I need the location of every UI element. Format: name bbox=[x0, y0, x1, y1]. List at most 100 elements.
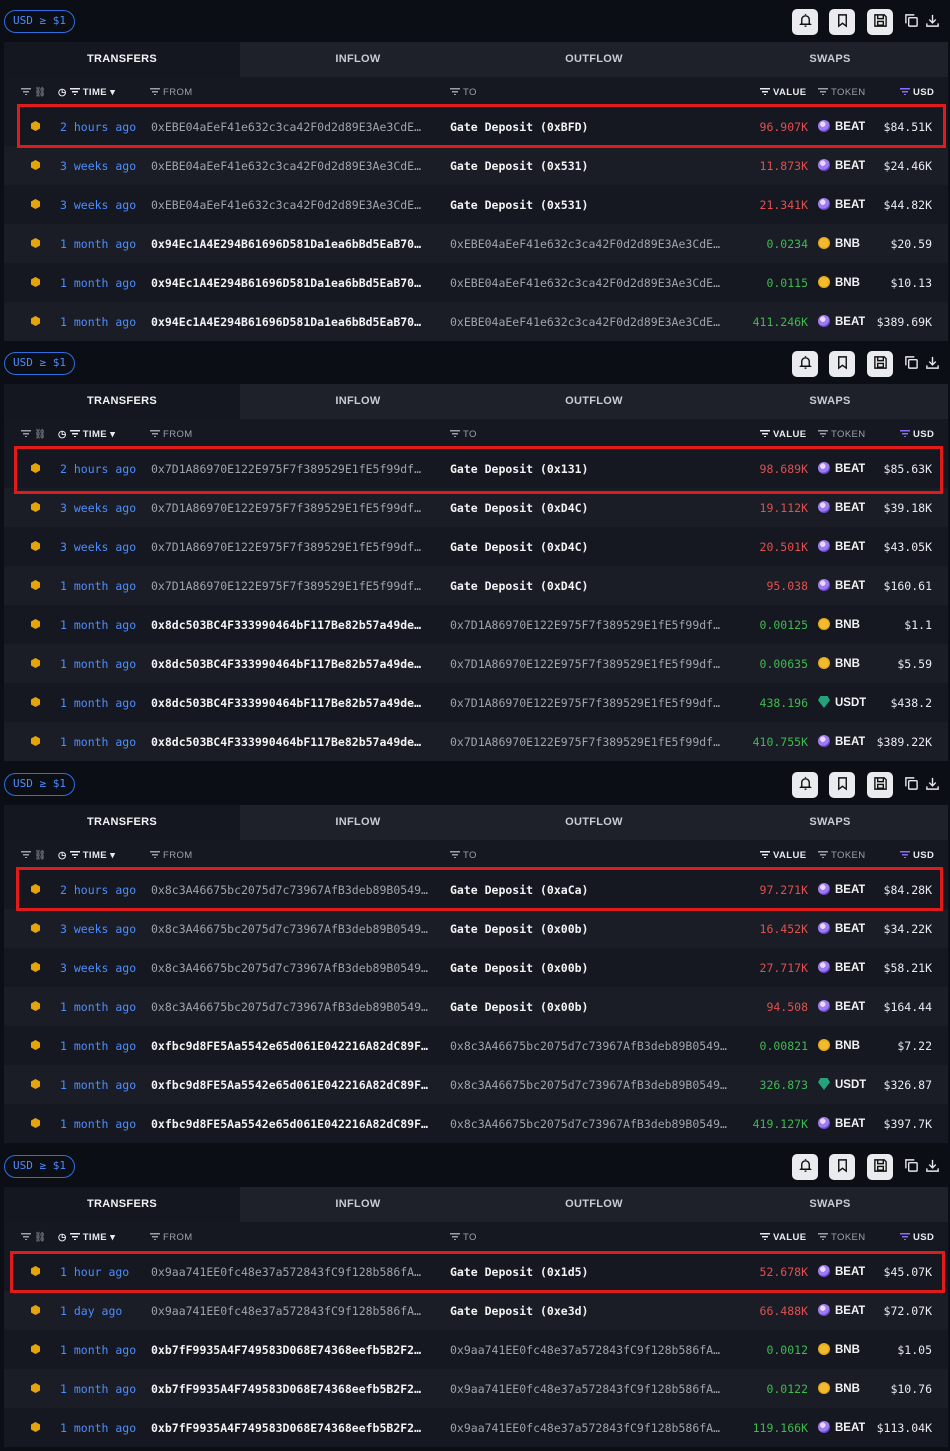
from-address[interactable]: 0xEBE04aEeF41e632c3ca42F0d2d89E3Ae3CdE… bbox=[151, 198, 422, 212]
value-header[interactable]: VALUE bbox=[760, 1232, 807, 1243]
table-row[interactable]: 3 weeks ago 0x7D1A86970E122E975F7f389529E… bbox=[4, 488, 948, 527]
time-cell[interactable]: 1 month ago bbox=[60, 696, 137, 710]
chain-filter-header[interactable]: ⛓ bbox=[21, 87, 46, 98]
save-button[interactable] bbox=[867, 772, 893, 798]
tab-swaps[interactable]: SWAPS bbox=[809, 53, 851, 65]
to-address[interactable]: Gate Deposit (0x1d5) bbox=[450, 1265, 589, 1279]
to-address[interactable]: Gate Deposit (0x00b) bbox=[450, 961, 589, 975]
from-address[interactable]: 0x8dc503BC4F333990464bF117Be82b57a49de… bbox=[151, 735, 422, 749]
tab-inflow[interactable]: INFLOW bbox=[335, 53, 381, 65]
copy-button[interactable] bbox=[900, 1154, 922, 1180]
from-address[interactable]: 0x94Ec1A4E294B61696D581Da1ea6bBd5EaB70… bbox=[151, 276, 422, 290]
from-address[interactable]: 0x94Ec1A4E294B61696D581Da1ea6bBd5EaB70… bbox=[151, 315, 422, 329]
token-cell[interactable]: BEAT bbox=[818, 540, 865, 553]
table-row[interactable]: 1 month ago 0xb7fF9935A4F749583D068E74368… bbox=[4, 1408, 948, 1447]
time-cell[interactable]: 1 month ago bbox=[60, 315, 137, 329]
tab-transfers[interactable]: TRANSFERS bbox=[4, 805, 240, 840]
to-header[interactable]: TO bbox=[450, 850, 477, 861]
time-cell[interactable]: 1 month ago bbox=[60, 579, 137, 593]
token-header[interactable]: TOKEN bbox=[818, 429, 866, 440]
table-row[interactable]: 1 hour ago 0x9aa741EE0fc48e37a572843fC9f1… bbox=[4, 1252, 948, 1291]
usd-filter-pill[interactable]: USD ≥ $1 bbox=[4, 10, 75, 33]
token-cell[interactable]: BEAT bbox=[818, 462, 865, 475]
download-button[interactable] bbox=[921, 772, 943, 798]
from-header[interactable]: FROM bbox=[150, 429, 193, 440]
bookmark-button[interactable] bbox=[829, 1154, 855, 1180]
from-address[interactable]: 0x8dc503BC4F333990464bF117Be82b57a49de… bbox=[151, 657, 422, 671]
time-cell[interactable]: 1 month ago bbox=[60, 1078, 137, 1092]
tab-transfers[interactable]: TRANSFERS bbox=[4, 384, 240, 419]
time-cell[interactable]: 1 month ago bbox=[60, 618, 137, 632]
value-header[interactable]: VALUE bbox=[760, 850, 807, 861]
to-address[interactable]: Gate Deposit (0xaCa) bbox=[450, 883, 589, 897]
token-cell[interactable]: BEAT bbox=[818, 315, 865, 328]
time-header[interactable]: ◷ TIME ▾ bbox=[58, 1232, 115, 1243]
tab-outflow[interactable]: OUTFLOW bbox=[565, 816, 623, 828]
to-address[interactable]: Gate Deposit (0xD4C) bbox=[450, 540, 589, 554]
to-address[interactable]: 0x7D1A86970E122E975F7f389529E1fE5f99df… bbox=[450, 657, 721, 671]
token-cell[interactable]: BEAT bbox=[818, 1000, 865, 1013]
from-header[interactable]: FROM bbox=[150, 850, 193, 861]
token-cell[interactable]: BNB bbox=[818, 1382, 860, 1395]
from-address[interactable]: 0x7D1A86970E122E975F7f389529E1fE5f99df… bbox=[151, 579, 422, 593]
table-row[interactable]: 1 month ago 0xfbc9d8FE5Aa5542e65d061E0422… bbox=[4, 1104, 948, 1143]
usd-filter-pill[interactable]: USD ≥ $1 bbox=[4, 773, 75, 796]
value-header[interactable]: VALUE bbox=[760, 429, 807, 440]
time-cell[interactable]: 1 month ago bbox=[60, 657, 137, 671]
table-row[interactable]: 1 month ago 0xfbc9d8FE5Aa5542e65d061E0422… bbox=[4, 1026, 948, 1065]
tab-swaps[interactable]: SWAPS bbox=[809, 1198, 851, 1210]
bookmark-button[interactable] bbox=[829, 351, 855, 377]
token-cell[interactable]: BEAT bbox=[818, 735, 865, 748]
table-row[interactable]: 3 weeks ago 0x8c3A46675bc2075d7c73967AfB3… bbox=[4, 948, 948, 987]
token-cell[interactable]: BEAT bbox=[818, 1304, 865, 1317]
time-cell[interactable]: 3 weeks ago bbox=[60, 540, 137, 554]
from-address[interactable]: 0x8c3A46675bc2075d7c73967AfB3deb89B0549… bbox=[151, 961, 428, 975]
usd-header[interactable]: USD bbox=[900, 1232, 934, 1243]
tab-outflow[interactable]: OUTFLOW bbox=[565, 53, 623, 65]
time-cell[interactable]: 1 day ago bbox=[60, 1304, 123, 1318]
table-row[interactable]: 1 month ago 0xb7fF9935A4F749583D068E74368… bbox=[4, 1330, 948, 1369]
table-row[interactable]: 2 hours ago 0x8c3A46675bc2075d7c73967AfB3… bbox=[4, 870, 948, 909]
usd-filter-pill[interactable]: USD ≥ $1 bbox=[4, 1155, 75, 1178]
token-cell[interactable]: BNB bbox=[818, 1343, 860, 1356]
table-row[interactable]: 1 month ago 0x8dc503BC4F333990464bF117Be8… bbox=[4, 644, 948, 683]
token-cell[interactable]: BNB bbox=[818, 618, 860, 631]
token-cell[interactable]: BEAT bbox=[818, 198, 865, 211]
token-cell[interactable]: BEAT bbox=[818, 922, 865, 935]
to-address[interactable]: 0x7D1A86970E122E975F7f389529E1fE5f99df… bbox=[450, 618, 721, 632]
to-address[interactable]: 0x9aa741EE0fc48e37a572843fC9f128b586fA… bbox=[450, 1343, 721, 1357]
from-address[interactable]: 0xfbc9d8FE5Aa5542e65d061E042216A82dC89F… bbox=[151, 1117, 428, 1131]
save-button[interactable] bbox=[867, 351, 893, 377]
time-cell[interactable]: 3 weeks ago bbox=[60, 961, 137, 975]
time-cell[interactable]: 1 month ago bbox=[60, 1343, 137, 1357]
tab-outflow[interactable]: OUTFLOW bbox=[565, 395, 623, 407]
time-cell[interactable]: 1 month ago bbox=[60, 1000, 137, 1014]
table-row[interactable]: 1 month ago 0xb7fF9935A4F749583D068E74368… bbox=[4, 1369, 948, 1408]
time-cell[interactable]: 1 month ago bbox=[60, 1421, 137, 1435]
to-address[interactable]: 0x7D1A86970E122E975F7f389529E1fE5f99df… bbox=[450, 735, 721, 749]
from-address[interactable]: 0xEBE04aEeF41e632c3ca42F0d2d89E3Ae3CdE… bbox=[151, 120, 422, 134]
token-header[interactable]: TOKEN bbox=[818, 1232, 866, 1243]
table-row[interactable]: 3 weeks ago 0x7D1A86970E122E975F7f389529E… bbox=[4, 527, 948, 566]
token-cell[interactable]: BEAT bbox=[818, 120, 865, 133]
to-address[interactable]: 0x8c3A46675bc2075d7c73967AfB3deb89B0549… bbox=[450, 1078, 727, 1092]
table-row[interactable]: 1 month ago 0x8dc503BC4F333990464bF117Be8… bbox=[4, 605, 948, 644]
from-header[interactable]: FROM bbox=[150, 87, 193, 98]
to-header[interactable]: TO bbox=[450, 429, 477, 440]
token-cell[interactable]: BEAT bbox=[818, 961, 865, 974]
tab-transfers[interactable]: TRANSFERS bbox=[4, 42, 240, 77]
tab-transfers[interactable]: TRANSFERS bbox=[4, 1187, 240, 1222]
from-address[interactable]: 0xfbc9d8FE5Aa5542e65d061E042216A82dC89F… bbox=[151, 1078, 428, 1092]
time-cell[interactable]: 1 hour ago bbox=[60, 1265, 130, 1279]
from-address[interactable]: 0xfbc9d8FE5Aa5542e65d061E042216A82dC89F… bbox=[151, 1039, 428, 1053]
usd-header[interactable]: USD bbox=[900, 87, 934, 98]
alert-button[interactable] bbox=[792, 1154, 818, 1180]
usd-filter-pill[interactable]: USD ≥ $1 bbox=[4, 352, 75, 375]
table-row[interactable]: 2 hours ago 0xEBE04aEeF41e632c3ca42F0d2d8… bbox=[4, 107, 948, 146]
to-address[interactable]: 0x9aa741EE0fc48e37a572843fC9f128b586fA… bbox=[450, 1421, 721, 1435]
token-cell[interactable]: USDT bbox=[818, 1078, 866, 1091]
from-address[interactable]: 0x8c3A46675bc2075d7c73967AfB3deb89B0549… bbox=[151, 922, 428, 936]
alert-button[interactable] bbox=[792, 351, 818, 377]
to-address[interactable]: 0xEBE04aEeF41e632c3ca42F0d2d89E3Ae3CdE… bbox=[450, 276, 721, 290]
alert-button[interactable] bbox=[792, 9, 818, 35]
